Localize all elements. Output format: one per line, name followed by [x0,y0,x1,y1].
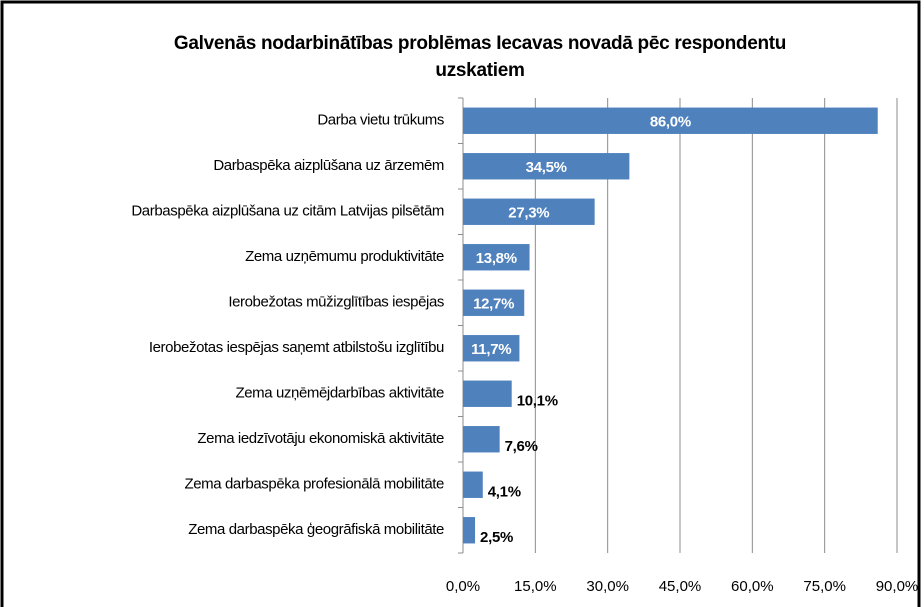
y-tick-label: Zema iedzīvotāju ekonomiskā aktivitāte [197,430,444,447]
bar [463,198,595,225]
value-label: 86,0% [650,114,691,131]
x-tick-label: 30,0% [586,578,629,595]
value-label: 34,5% [526,159,567,176]
x-tick-label: 0,0% [446,578,480,595]
value-label: 4,1% [488,484,521,501]
x-tick-label: 75,0% [803,578,846,595]
value-label: 10,1% [517,393,558,410]
y-tick-label: Ierobežotas mūžizglītības iespējas [228,294,444,311]
bar [463,380,512,407]
x-tick-label: 90,0% [876,578,919,595]
value-label: 13,8% [476,250,517,267]
value-label: 7,6% [505,438,538,455]
y-tick-label: Zema uzņēmējdarbības aktivitāte [235,385,444,402]
y-tick-label: Darbaspēka aizplūšana uz ārzemēm [213,157,444,174]
value-label: 2,5% [480,529,513,546]
y-tick-label: Ierobežotas iespējas saņemt atbilstošu i… [149,339,444,356]
bar [463,289,525,316]
y-tick-label: Zema darbaspēka profesionālā mobilitāte [184,476,444,493]
y-tick-label: Zema uzņēmumu produktivitāte [245,248,444,265]
bar [463,335,520,362]
value-label: 11,7% [471,341,511,358]
x-tick-label: 45,0% [659,578,702,595]
value-label: 27,3% [508,205,549,222]
bar [463,244,530,271]
x-tick-label: 60,0% [731,578,774,595]
y-tick-label: Zema darbaspēka ģeogrāfiskā mobilitāte [188,521,444,538]
y-tick-label: Darbaspēka aizplūšana uz citām Latvijas … [131,203,444,220]
bar [463,153,630,180]
bar [463,426,500,453]
bar [463,471,483,498]
x-tick-label: 15,0% [514,578,557,595]
bar [463,107,878,134]
chart-title: Galvenās nodarbinātības problēmas Iecava… [173,33,787,81]
value-label: 12,7% [473,296,514,313]
y-tick-label: Darba vietu trūkums [317,112,444,129]
bar [463,517,476,544]
